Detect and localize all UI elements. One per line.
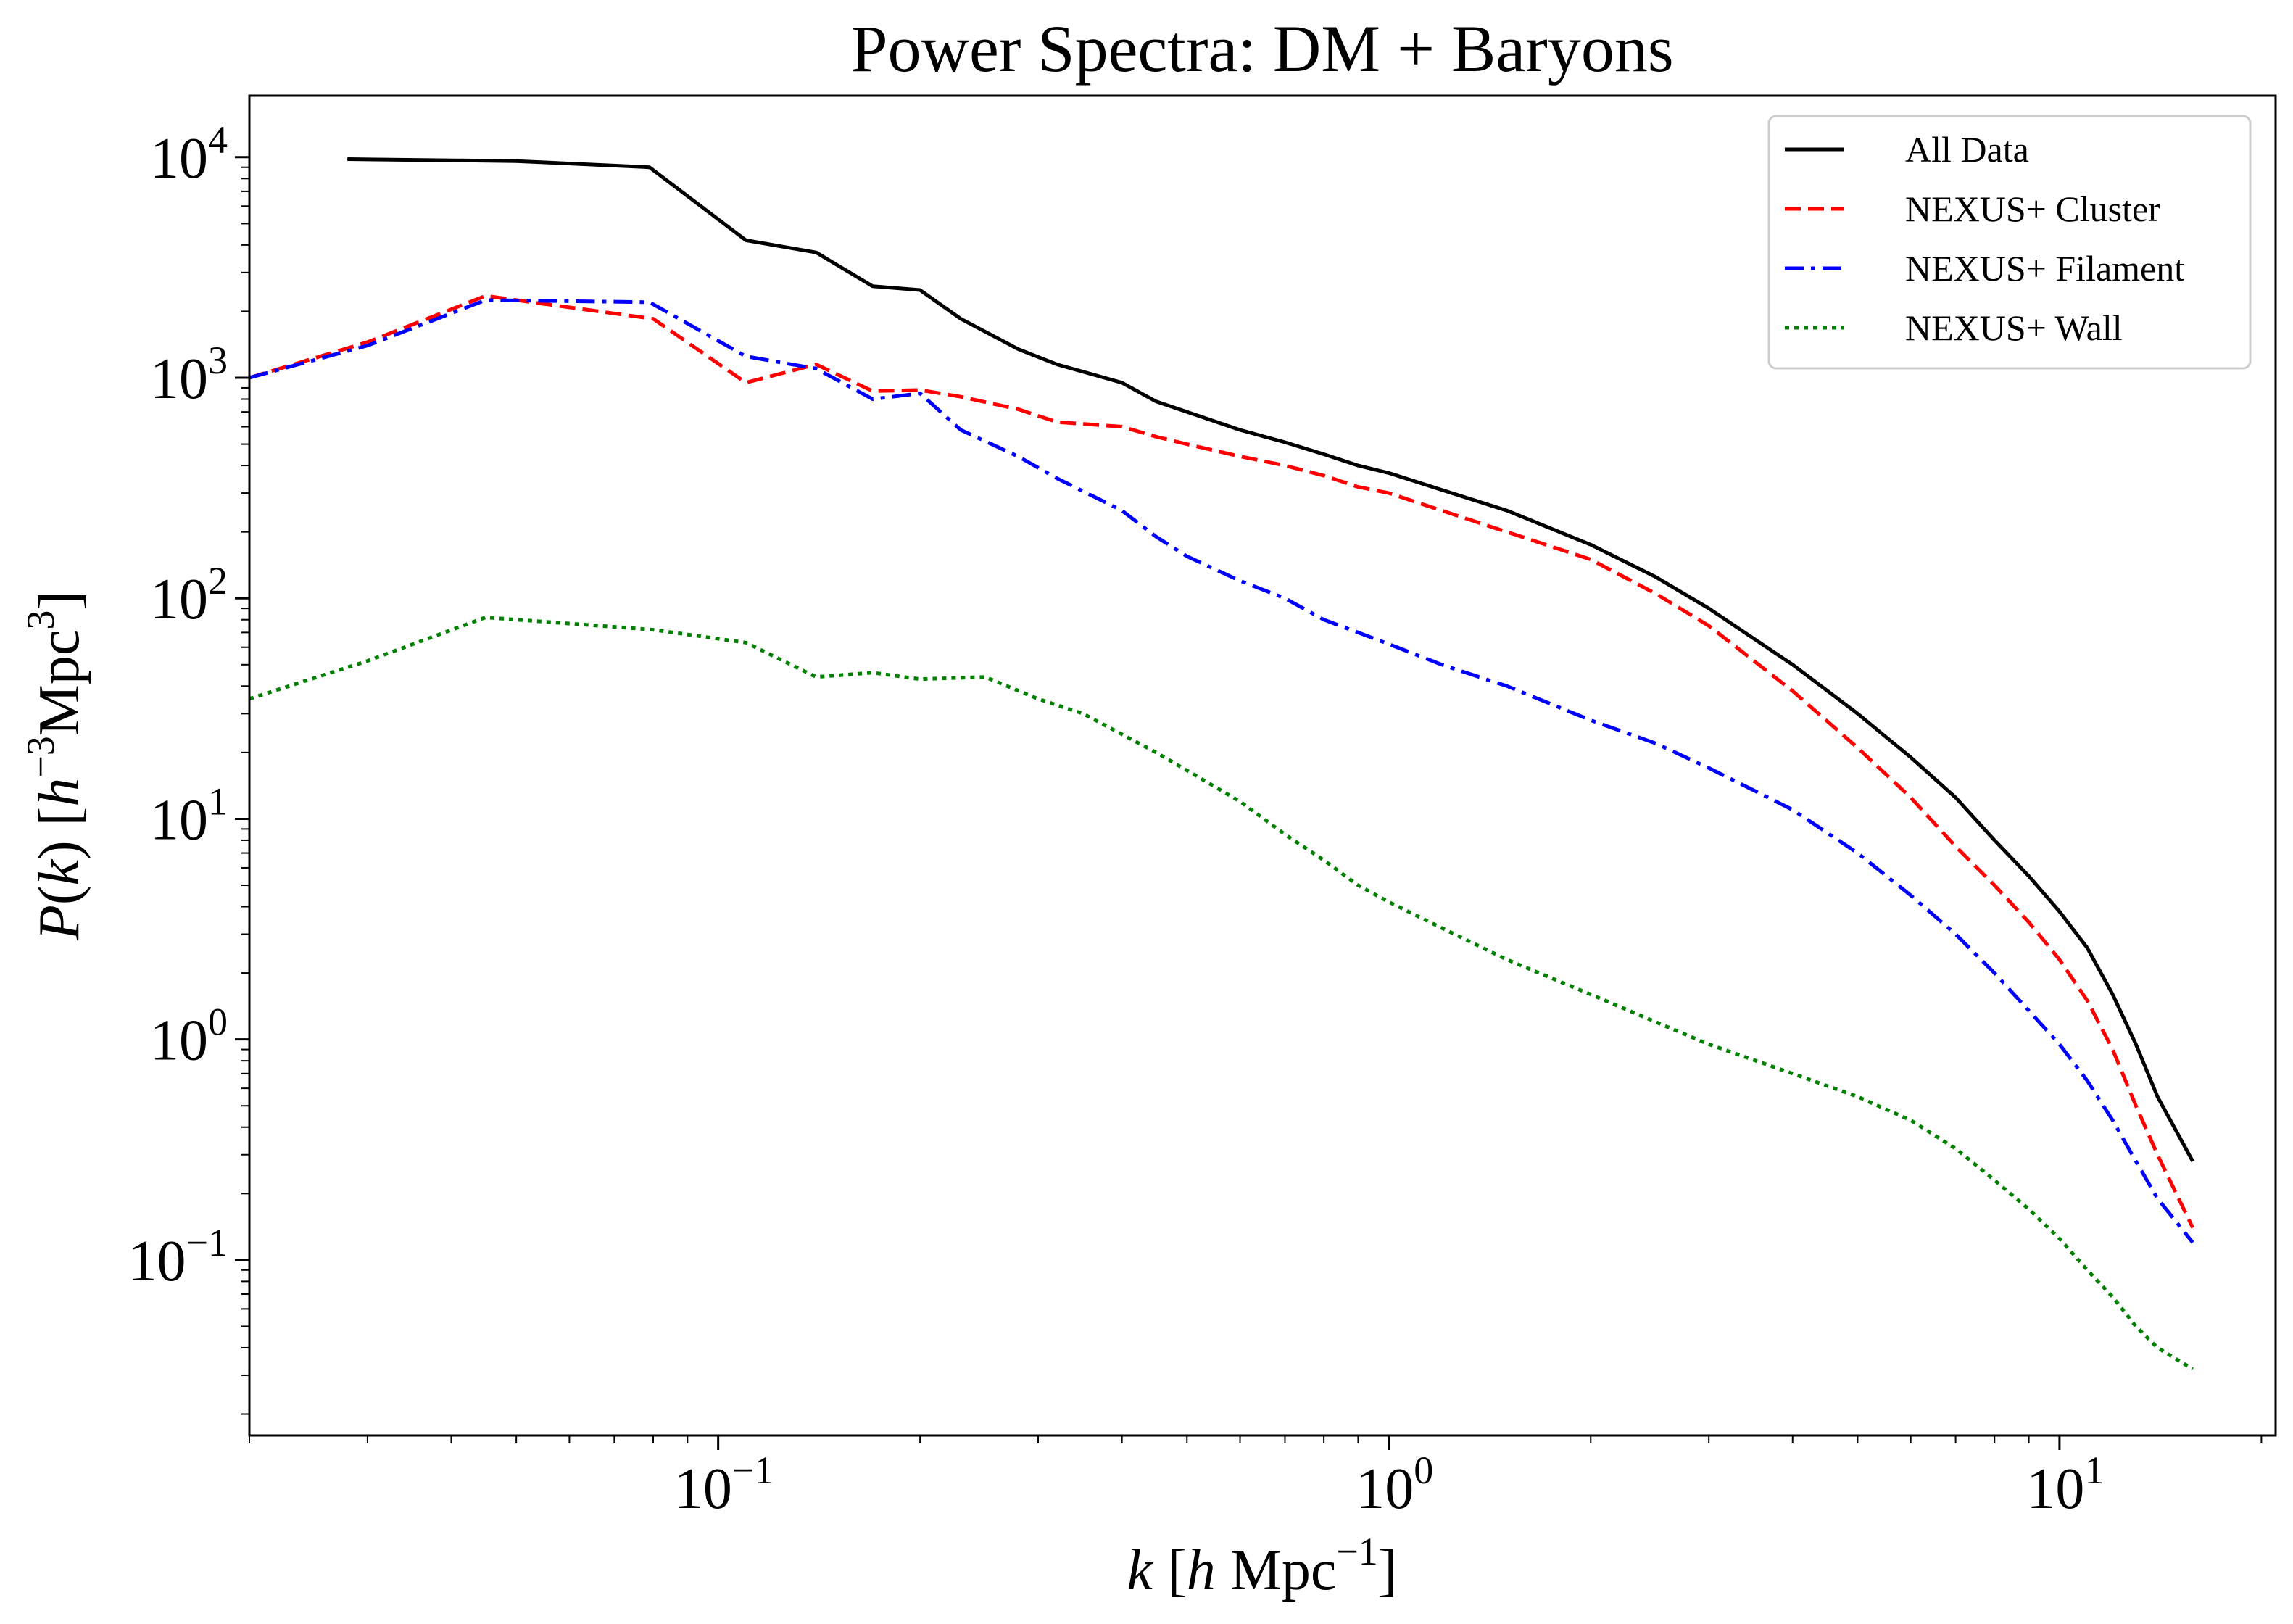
y-axis-label-h: h [28,778,91,807]
x-tick-label: 101 [2026,1449,2104,1521]
series-line-all-data [347,157,2194,1162]
y-tick-label-base: 10 [150,568,208,631]
y-tick-label-base: 10 [150,127,208,191]
x-axis-label-unit: Mpc [1216,1538,1337,1602]
x-tick-label-exp: 1 [2084,1449,2104,1492]
legend: All Data NEXUS+ Cluster NEXUS+ Filament NEX… [1767,115,2252,370]
y-tick-label-base: 10 [128,1230,186,1293]
series-line-nexus-filament [249,298,2194,1244]
y-tick-label: 100 [150,1000,228,1073]
x-tick-label-base: 10 [2026,1457,2084,1521]
x-axis-label-exp: −1 [1336,1530,1377,1573]
x-tick-label-exp: −1 [732,1449,774,1492]
ticks-layer [235,156,2263,1450]
y-axis-label-exp2: 3 [19,610,62,630]
y-axis-label-bracket-open: [ [28,807,91,841]
y-tick-label-exp: −1 [186,1221,228,1264]
y-tick-label-exp: 1 [208,779,228,823]
x-axis-label-var: k [1127,1538,1154,1602]
legend-label: All Data [1905,129,2029,170]
y-tick-label: 102 [150,559,228,631]
y-tick-label-base: 10 [150,1009,208,1073]
y-tick-label-exp: 2 [208,559,228,602]
legend-item-nexus-cluster: NEXUS+ Cluster [1785,188,2160,229]
x-tick-label: 100 [1356,1449,1433,1521]
y-axis-label-paren-close: ) [28,840,91,860]
y-tick-label-exp: 3 [208,339,228,382]
y-tick-label: 103 [150,339,228,411]
y-axis-label-paren-open: ( [28,886,91,906]
legend-item-nexus-filament: NEXUS+ Filament [1785,248,2184,289]
legend-box [1767,115,2252,370]
y-tick-label-base: 10 [150,788,208,852]
y-axis-label-exp1: −3 [19,736,62,777]
legend-label: NEXUS+ Filament [1905,248,2184,289]
series-line-nexus-wall [249,616,2194,1371]
y-tick-label-base: 10 [150,347,208,411]
y-tick-label: 104 [150,118,228,191]
x-axis-label: k [h Mpc−1] [1127,1530,1398,1602]
y-tick-label: 10−1 [128,1221,228,1293]
y-axis-label-unit: Mpc [28,630,91,737]
legend-item-nexus-wall: NEXUS+ Wall [1785,307,2123,348]
plot-area [248,94,2277,1437]
legend-item-all-data: All Data [1785,129,2029,170]
series-line-nexus-cluster [249,294,2194,1229]
x-axis-label-h: h [1187,1538,1216,1602]
legend-entries: All Data NEXUS+ Cluster NEXUS+ Filament NEX… [1785,129,2184,348]
y-axis-label: P(k) [h−3Mpc3] [19,591,91,941]
y-tick-label-exp: 4 [208,118,228,162]
series-layer [249,157,2194,1371]
legend-label: NEXUS+ Wall [1905,307,2123,348]
x-axis-label-bracket-open: [ [1153,1538,1187,1602]
x-tick-label: 10−1 [674,1449,774,1521]
legend-label: NEXUS+ Cluster [1905,188,2160,229]
x-axis-label-bracket-close: ] [1378,1538,1398,1602]
y-axis-label-var: k [28,859,91,886]
y-tick-label: 101 [150,779,228,852]
y-axis-label-bracket-close: ] [28,591,91,610]
y-axis-label-func: P [28,905,91,941]
plot-frame [248,94,2277,1437]
x-tick-label-base: 10 [674,1457,732,1521]
x-tick-label-exp: 0 [1414,1449,1433,1492]
chart-title: Power Spectra: DM + Baryons [850,12,1673,86]
x-tick-label-base: 10 [1356,1457,1414,1521]
y-tick-label-exp: 0 [208,1000,228,1044]
